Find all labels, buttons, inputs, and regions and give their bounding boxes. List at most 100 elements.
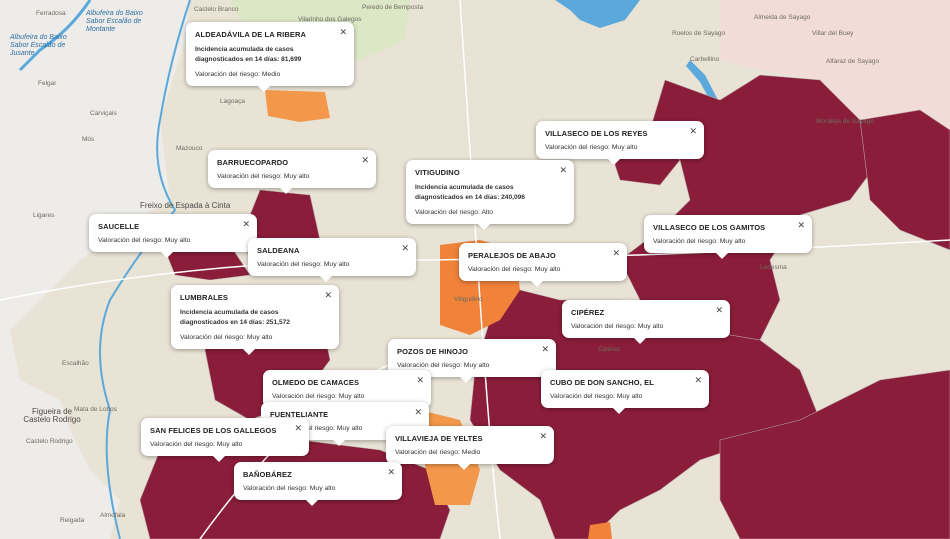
close-button[interactable]: ✕: [612, 248, 620, 258]
close-button[interactable]: ✕: [715, 305, 723, 315]
reservoir: [555, 0, 640, 28]
place-label: Albufeira do Baixo Sabor Escalão de Mont…: [86, 10, 143, 33]
popup: CIPÉREZ Valoración del riesgo: Muy alto ✕: [562, 300, 730, 344]
popup: VILLASECO DE LOS REYES Valoración del rie…: [536, 121, 704, 165]
popup-risk: Valoración del riesgo: Muy alto: [217, 173, 310, 180]
popup-title: OLMEDO DE CAMACES: [272, 378, 360, 387]
popup: CUBO DE DON SANCHO, EL Valoración del rie…: [541, 370, 709, 414]
close-button[interactable]: ✕: [694, 375, 702, 385]
place-label: Castelo Rodrigo: [26, 438, 73, 445]
popup-title: SALDEANA: [257, 246, 300, 255]
popup-risk: Valoración del riesgo: Muy alto: [397, 362, 490, 369]
popup-title: POZOS DE HINOJO: [397, 347, 469, 356]
place-label: Ferradosa: [36, 10, 66, 17]
place-label: Mata de Lobos: [74, 406, 118, 413]
place-label: Villar del Buey: [812, 30, 854, 37]
place-label: Albufeira do Baixo Sabor Escalão de Jusa…: [10, 34, 67, 57]
popup-title: ALDEADÁVILA DE LA RIBERA: [195, 30, 307, 39]
place-label: Ligares: [33, 212, 55, 219]
place-label: Carbellino: [690, 56, 720, 63]
place-label: Roelos de Sayago: [672, 30, 726, 37]
popup-incidence: Incidencia acumulada de casos diagnostic…: [415, 184, 525, 201]
close-button[interactable]: ✕: [689, 126, 697, 136]
popup-risk: Valoración del riesgo: Alto: [415, 209, 494, 216]
popup-title: VILLAVIEJA DE YELTES: [395, 434, 483, 443]
place-label: Peredo de Bemposta: [362, 4, 424, 11]
close-button[interactable]: ✕: [401, 243, 409, 253]
popup-title: SAUCELLE: [98, 222, 140, 231]
popup-title: BAÑOBÁREZ: [243, 470, 292, 479]
close-button[interactable]: ✕: [416, 375, 424, 385]
place-label: Lagoaça: [220, 98, 245, 105]
popup-risk: Valoración del riesgo: Muy alto: [272, 393, 365, 400]
popup: BAÑOBÁREZ Valoración del riesgo: Muy alto…: [234, 462, 402, 506]
popup-risk: Valoración del riesgo: Medio: [395, 449, 481, 456]
close-button[interactable]: ✕: [324, 290, 332, 300]
place-label: Castelo Branco: [194, 6, 239, 13]
place-label: Escalhão: [62, 360, 89, 367]
popup-risk: Valoración del riesgo: Muy alto: [468, 266, 561, 273]
popup-risk: Valoración del riesgo: Muy alto: [98, 237, 191, 244]
popup: VITIGUDINO Incidencia acumulada de casos …: [406, 160, 574, 230]
place-label: Cipérez: [598, 346, 621, 353]
popup: BARRUECOPARDO Valoración del riesgo: Muy …: [208, 150, 376, 194]
popup-title: CIPÉREZ: [571, 308, 605, 317]
risk-high: [588, 522, 612, 539]
popup: ALDEADÁVILA DE LA RIBERA Incidencia acumu…: [186, 22, 354, 92]
popup-risk: Valoración del riesgo: Muy alto: [653, 238, 746, 245]
popup-title: LUMBRALES: [180, 293, 228, 302]
place-label: Ledesma: [760, 264, 787, 271]
place-label: Almeida de Sayago: [754, 14, 811, 21]
popup-risk: Valoración del riesgo: Muy alto: [571, 323, 664, 330]
popup-title: VITIGUDINO: [415, 168, 460, 177]
place-label: Moraleja de Sayago: [816, 118, 874, 125]
close-button[interactable]: ✕: [242, 219, 250, 229]
popup-title: PERALEJOS DE ABAJO: [468, 251, 556, 260]
popup-risk: Valoración del riesgo: Muy alto: [270, 425, 363, 432]
popup: PERALEJOS DE ABAJO Valoración del riesgo:…: [459, 243, 627, 287]
popup-risk: Valoración del riesgo: Muy alto: [257, 261, 350, 268]
popup-title: FUENTELIANTE: [270, 410, 329, 419]
close-button[interactable]: ✕: [541, 344, 549, 354]
portugal-area: [0, 0, 190, 539]
close-button[interactable]: ✕: [414, 407, 422, 417]
place-label: Alfaraz de Sayago: [826, 58, 880, 65]
popup: LUMBRALES Incidencia acumulada de casos d…: [171, 285, 339, 355]
popup-risk: Valoración del riesgo: Muy alto: [243, 485, 336, 492]
close-button[interactable]: ✕: [339, 27, 347, 37]
popup: VILLASECO DE LOS GAMITOS Valoración del r…: [644, 215, 812, 259]
close-button[interactable]: ✕: [559, 165, 567, 175]
place-label: Almofala: [100, 512, 126, 519]
popup-incidence: Incidencia acumulada de casos diagnostic…: [195, 46, 302, 63]
popup-title: BARRUECOPARDO: [217, 158, 289, 167]
popup: SAUCELLE Valoración del riesgo: Muy alto ✕: [89, 214, 257, 258]
place-label: Carviçais: [90, 110, 117, 117]
river: [686, 60, 718, 104]
close-button[interactable]: ✕: [294, 423, 302, 433]
popup: SAN FELICES DE LOS GALLEGOS Valoración de…: [141, 418, 309, 462]
popup-risk: Valoración del riesgo: Muy alto: [180, 334, 273, 341]
popup-title: CUBO DE DON SANCHO, EL: [550, 378, 654, 387]
popup-title: VILLASECO DE LOS REYES: [545, 129, 648, 138]
popup: VILLAVIEJA DE YELTES Valoración del riesg…: [386, 426, 554, 470]
place-label: Vitigudino: [454, 296, 483, 303]
popup-risk: Valoración del riesgo: Muy alto: [545, 144, 638, 151]
place-label: Freixo de Espada à Cinta: [140, 201, 231, 210]
place-label: Mós: [82, 136, 95, 143]
popup-incidence: Incidencia acumulada de casos diagnostic…: [180, 309, 290, 326]
place-label: Reigada: [60, 517, 85, 524]
close-button[interactable]: ✕: [797, 220, 805, 230]
place-label: Figueira de Castelo Rodrigo: [23, 407, 81, 424]
popup-risk: Valoración del riesgo: Muy alto: [550, 393, 643, 400]
close-button[interactable]: ✕: [387, 467, 395, 477]
close-button[interactable]: ✕: [361, 155, 369, 165]
popup-risk: Valoración del riesgo: Muy alto: [150, 441, 243, 448]
place-label: Felgar: [38, 80, 57, 87]
popup-title: SAN FELICES DE LOS GALLEGOS: [150, 426, 277, 435]
river: [99, 0, 191, 539]
popup-risk: Valoración del riesgo: Medio: [195, 71, 281, 78]
close-button[interactable]: ✕: [539, 431, 547, 441]
place-label: Mazouco: [176, 145, 203, 152]
place-label: Vilarinho dos Galegos: [298, 16, 362, 23]
